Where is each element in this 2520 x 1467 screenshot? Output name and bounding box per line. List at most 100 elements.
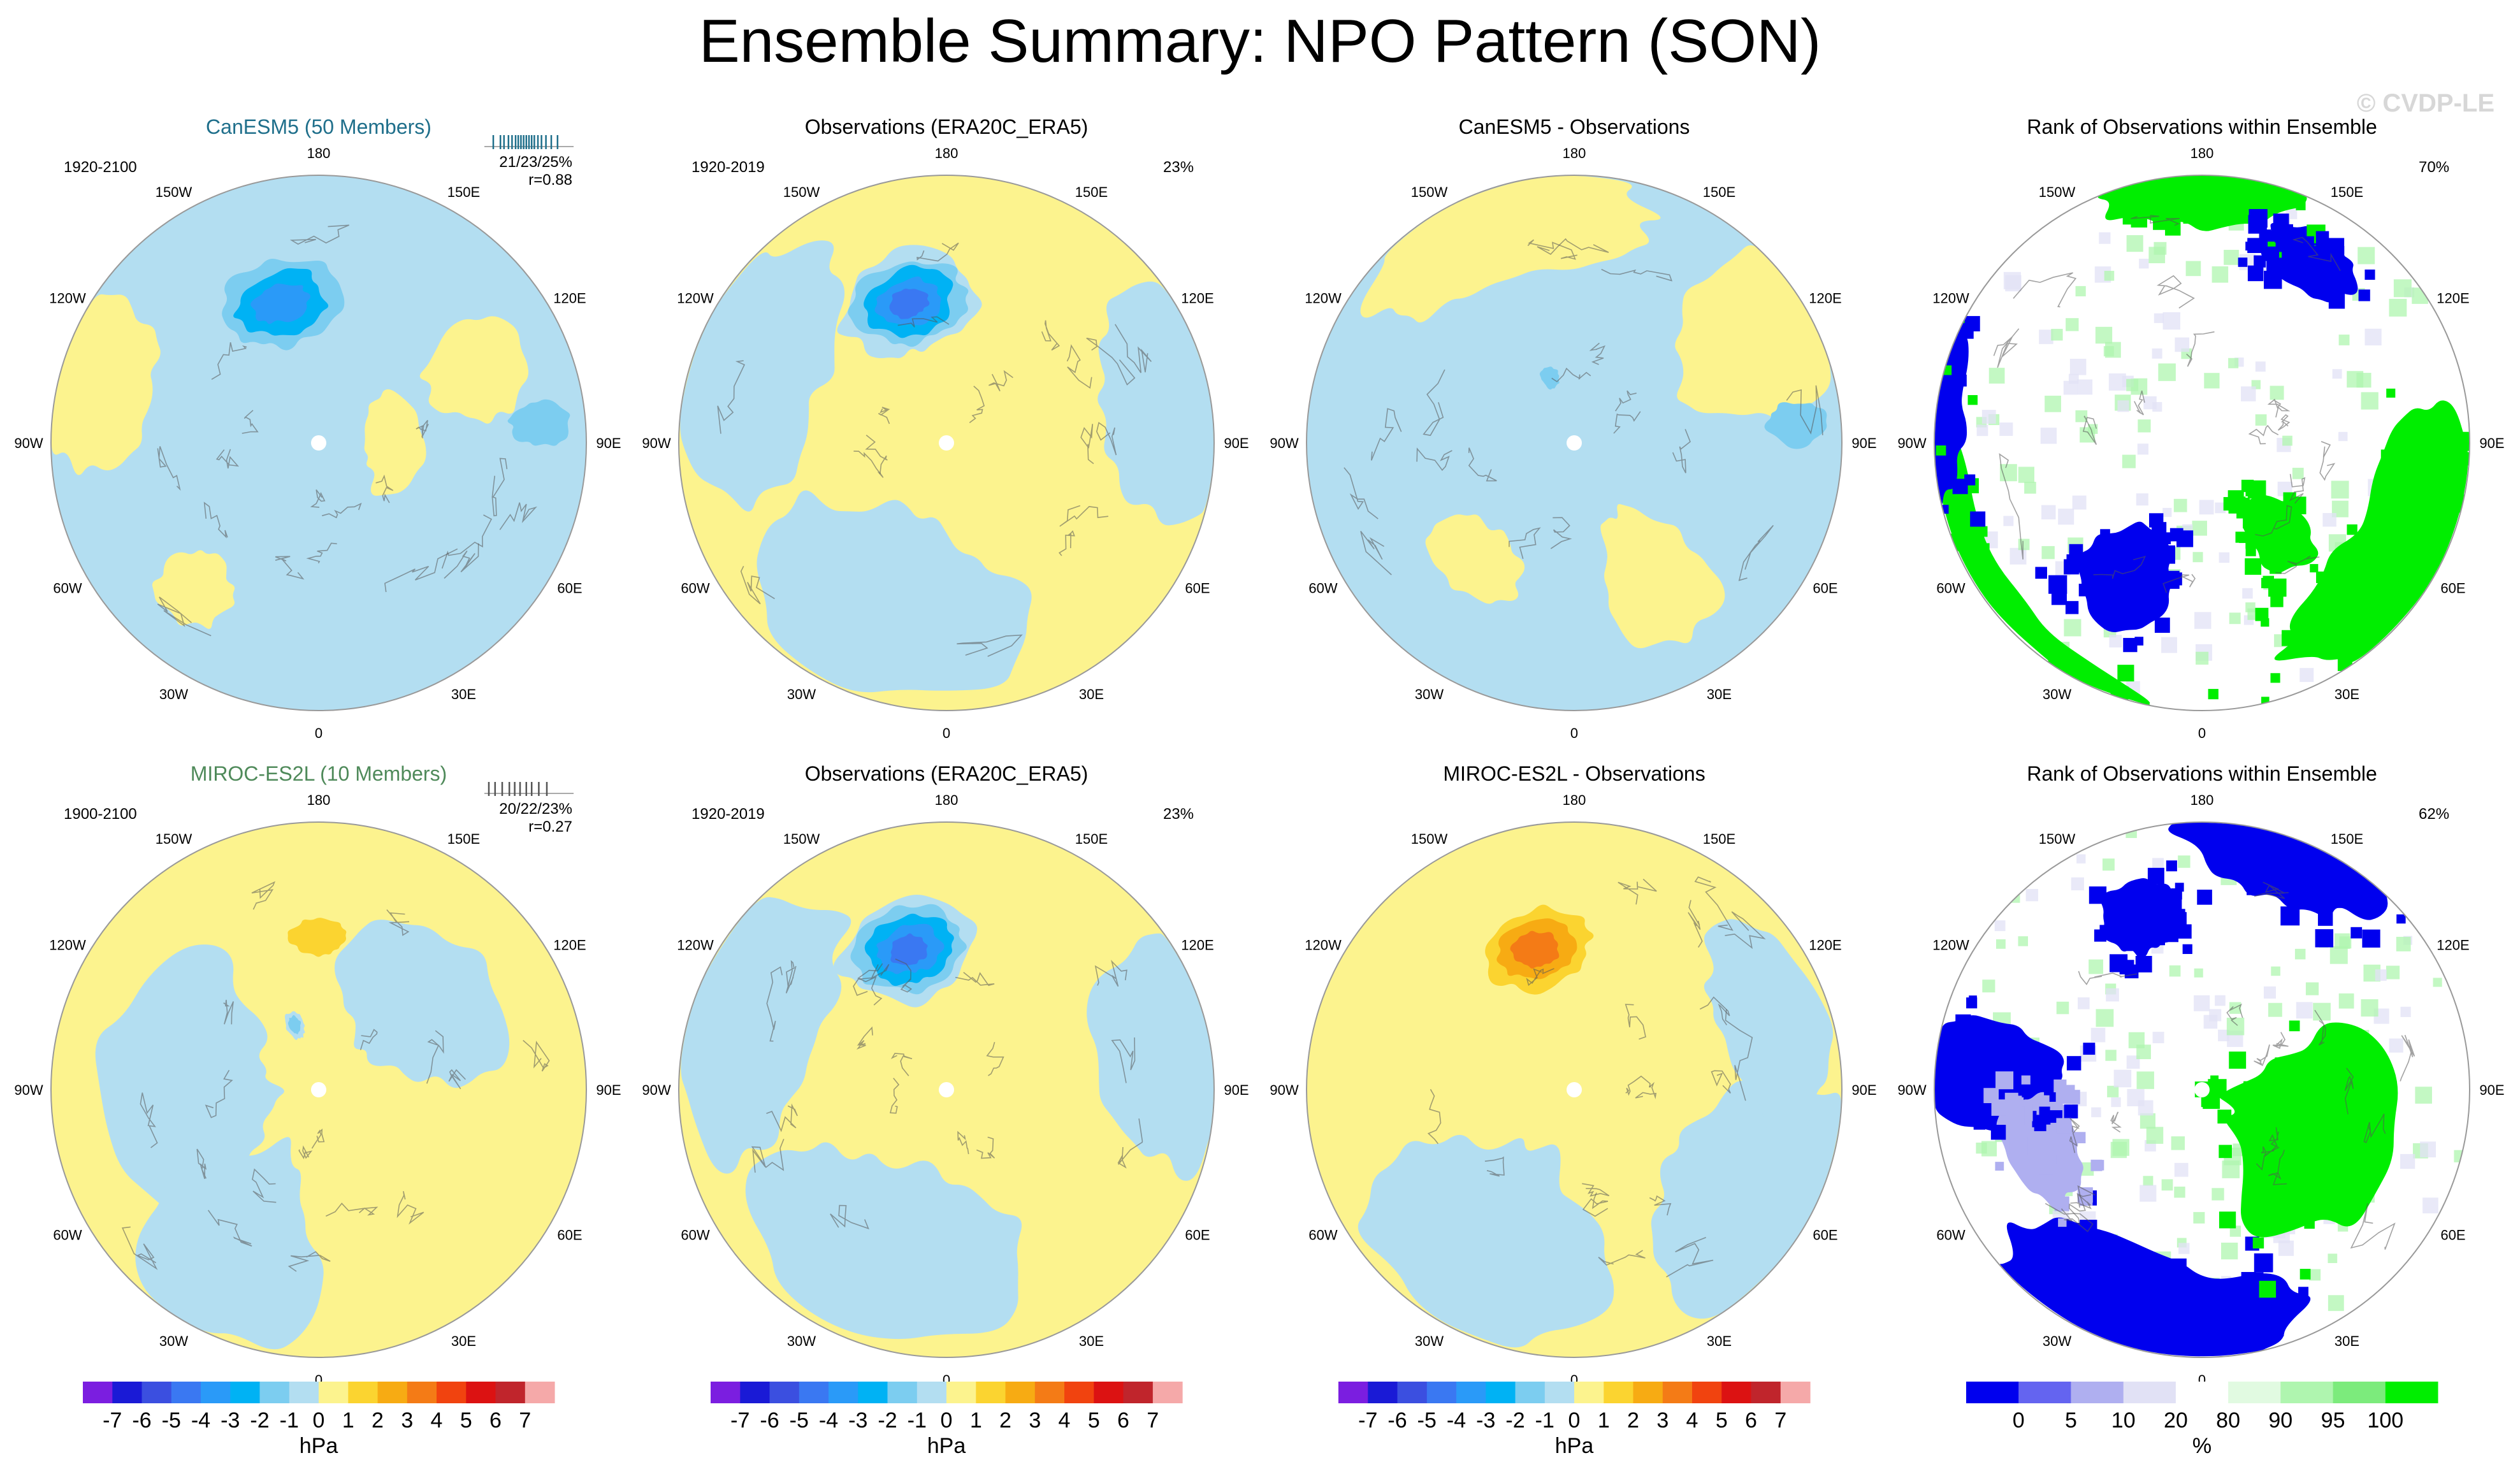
rank-cell	[2454, 431, 2470, 451]
coastline	[2134, 390, 2145, 416]
rank-cell	[2264, 246, 2280, 261]
colorbar-tick-label: -3	[1476, 1408, 1495, 1433]
rank-cell	[1934, 421, 1942, 430]
rank-cell	[2071, 877, 2084, 891]
map-panel-7: 180150E120E90E60E30E030W60W90W120W150WMI…	[1270, 762, 1876, 1388]
coastline	[717, 360, 746, 434]
rank-cell	[2111, 1097, 2121, 1108]
colorbar-unit: hPa	[927, 1434, 966, 1458]
rank-cell	[1977, 1042, 1987, 1051]
longitude-label: 90E	[596, 435, 621, 451]
map-panel-6: 180150E120E90E60E30E030W60W90W120W150WOb…	[642, 762, 1249, 1388]
rank-cell	[2328, 293, 2345, 309]
colorbar-swatch	[916, 1382, 947, 1403]
pole-marker	[939, 1082, 954, 1097]
rank-cell	[2338, 431, 2348, 442]
coastline	[1725, 911, 1766, 950]
colorbar-swatch	[1966, 1382, 2019, 1403]
rank-cell	[2389, 298, 2407, 317]
rank-cell	[2004, 1048, 2016, 1060]
rank-cell	[2389, 1038, 2403, 1053]
colorbar-tick-label: 100	[2367, 1408, 2403, 1433]
rank-cell	[2248, 215, 2267, 234]
rank-cell	[2139, 259, 2149, 269]
coastline	[2226, 1003, 2243, 1026]
panel-title: MIROC-ES2L (10 Members)	[191, 762, 447, 785]
coastline	[1625, 1075, 1651, 1096]
longitude-label: 60W	[53, 1227, 82, 1243]
longitude-label: 0	[1570, 725, 1578, 741]
coastline	[2248, 424, 2279, 445]
coastline	[969, 386, 985, 423]
coastline	[2256, 1146, 2275, 1171]
rank-cell	[1995, 939, 2006, 949]
coastline	[878, 407, 890, 424]
rank-cell	[2338, 993, 2354, 1009]
longitude-label: 60W	[1936, 581, 1965, 596]
colorbar-tick-label: 0	[941, 1408, 953, 1433]
longitude-label: 180	[307, 145, 331, 161]
colorbar-tick-label: -6	[132, 1408, 151, 1433]
coastline	[865, 435, 888, 474]
colorbar-tick-label: 4	[431, 1408, 443, 1433]
coastline	[2082, 415, 2097, 445]
colorbar-swatch	[83, 1382, 113, 1403]
colorbar-swatch	[1486, 1382, 1516, 1403]
coastline	[1672, 429, 1691, 473]
rank-cell	[2090, 1027, 2106, 1043]
colorbar-swatch	[171, 1382, 201, 1403]
rank-cell	[2196, 651, 2209, 665]
colorbar-swatch	[769, 1382, 800, 1403]
rank-cell	[2161, 925, 2179, 943]
rank-cell	[2347, 371, 2364, 388]
rank-cell	[2396, 937, 2411, 951]
rank-cell	[1955, 374, 1967, 387]
rank-cell	[2101, 1269, 2115, 1283]
rank-cell	[2255, 414, 2267, 426]
panel-title: CanESM5 (50 Members)	[206, 115, 431, 138]
colorbar-swatch	[799, 1382, 829, 1403]
colorbar-swatch	[887, 1382, 918, 1403]
longitude-label: 120E	[1809, 291, 1841, 307]
rank-cell	[2194, 612, 2212, 629]
coastline	[2272, 1032, 2289, 1050]
rank-cell	[2165, 220, 2181, 236]
rank-cell	[2334, 246, 2345, 257]
rank-cell	[2039, 1106, 2050, 1118]
coastline	[1625, 1004, 1646, 1040]
map-outline	[678, 821, 1215, 1358]
longitude-label: 30W	[1415, 686, 1444, 702]
rank-cell	[2307, 275, 2321, 288]
rank-cell	[2229, 1225, 2241, 1237]
colorbar-swatch	[1780, 1382, 1811, 1403]
rank-cell	[2245, 546, 2256, 556]
rank-cell	[2039, 1174, 2054, 1189]
rank-cell	[2222, 1160, 2240, 1178]
rank-cell	[2282, 630, 2298, 646]
coastline	[2275, 556, 2320, 574]
rank-cell	[2045, 395, 2061, 412]
colorbar-tick-label: -2	[250, 1408, 269, 1433]
contour-region	[1675, 245, 1831, 422]
rank-cell	[2331, 481, 2349, 499]
colorbar-swatch	[829, 1382, 858, 1403]
coastline	[426, 1030, 444, 1084]
map-field	[95, 881, 550, 1350]
rank-cell	[2226, 1017, 2245, 1036]
contour-region	[287, 918, 347, 957]
longitude-label: 120E	[1809, 937, 1841, 953]
rank-cell	[2117, 400, 2129, 412]
rank-cell	[2174, 1162, 2189, 1177]
rank-cell	[2183, 1323, 2195, 1336]
colorbar-swatch	[1574, 1382, 1604, 1403]
longitude-label: 150W	[1411, 831, 1448, 847]
rank-cell	[1999, 422, 2013, 436]
longitude-label: 150E	[447, 831, 480, 847]
figure-title: Ensemble Summary: NPO Pattern (SON)	[699, 7, 1821, 75]
coastline	[1343, 467, 1379, 519]
map-field	[1934, 175, 2470, 708]
longitude-label: 180	[307, 792, 331, 808]
rank-cell	[2269, 1321, 2284, 1336]
rank-cell	[2313, 635, 2324, 646]
coastline	[2131, 215, 2180, 226]
